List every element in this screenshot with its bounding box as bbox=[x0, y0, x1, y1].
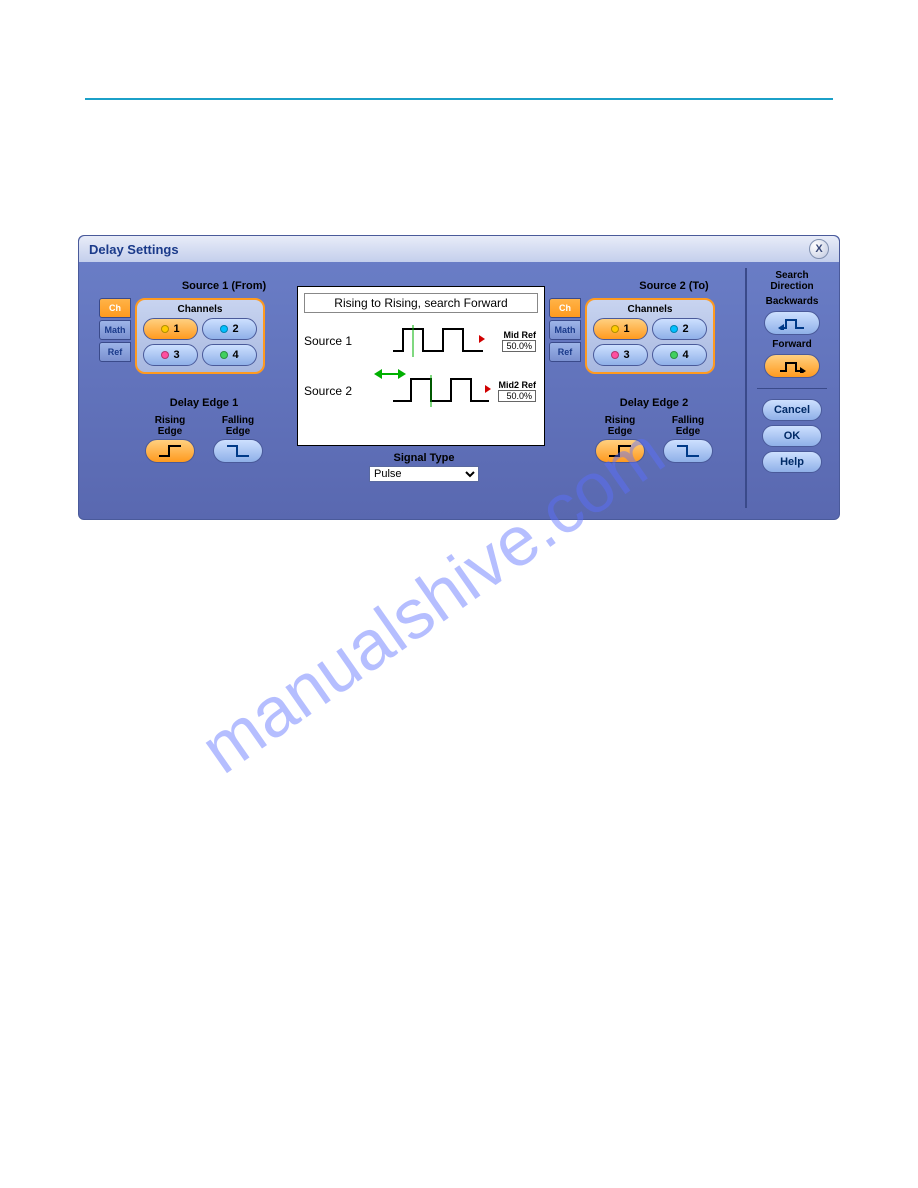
ok-button[interactable]: OK bbox=[762, 425, 822, 447]
channel-dot-icon bbox=[611, 351, 619, 359]
source-2-title: Source 2 (To) bbox=[599, 280, 749, 292]
backwards-label: Backwards bbox=[766, 296, 819, 307]
channel-2-button[interactable]: 2 bbox=[652, 318, 707, 340]
source-2-waveform: Source 2 Mid2 Ref 50.0% bbox=[304, 369, 538, 413]
help-button[interactable]: Help bbox=[762, 451, 822, 473]
rising-edge-button[interactable] bbox=[145, 439, 195, 463]
signal-type-select[interactable]: Pulse bbox=[369, 466, 479, 482]
channels-label: Channels bbox=[143, 304, 257, 315]
source-2-block: Source 2 (To) Ch Math Ref Channels 1 2 3… bbox=[549, 280, 749, 374]
close-icon: X bbox=[815, 243, 822, 255]
cancel-button[interactable]: Cancel bbox=[762, 399, 822, 421]
delay-settings-dialog: Delay Settings X Source 1 (From) Ch Math… bbox=[78, 235, 840, 520]
delay-edge-1-block: Delay Edge 1 Rising Edge Falling Edge bbox=[119, 397, 289, 463]
channel-1-button[interactable]: 1 bbox=[143, 318, 198, 340]
backwards-button[interactable] bbox=[764, 311, 820, 335]
tab-ch[interactable]: Ch bbox=[99, 298, 131, 318]
channel-2-button[interactable]: 2 bbox=[202, 318, 257, 340]
delay-edge-2-title: Delay Edge 2 bbox=[569, 397, 739, 409]
backwards-icon bbox=[776, 316, 808, 330]
channel-dot-icon bbox=[220, 325, 228, 333]
channel-dot-icon bbox=[611, 325, 619, 333]
forward-icon bbox=[776, 359, 808, 373]
channel-4-button[interactable]: 4 bbox=[652, 344, 707, 366]
rising-edge-icon bbox=[607, 444, 633, 458]
tab-ref[interactable]: Ref bbox=[99, 342, 131, 362]
tab-math[interactable]: Math bbox=[99, 320, 131, 340]
rising-edge-button[interactable] bbox=[595, 439, 645, 463]
source-2-channels-panel: Channels 1 2 3 4 bbox=[585, 298, 715, 374]
falling-edge-label: Falling Edge bbox=[222, 415, 254, 437]
source-1-tabs: Ch Math Ref bbox=[99, 298, 131, 374]
source-1-waveform: Source 1 Mid Ref 50.0% bbox=[304, 319, 538, 363]
falling-edge-icon bbox=[225, 444, 251, 458]
delay-edge-2-block: Delay Edge 2 Rising Edge Falling Edge bbox=[569, 397, 739, 463]
signal-type-label: Signal Type bbox=[359, 452, 489, 464]
rising-edge-label: Rising Edge bbox=[605, 415, 636, 437]
channel-3-button[interactable]: 3 bbox=[143, 344, 198, 366]
channel-dot-icon bbox=[161, 325, 169, 333]
forward-label: Forward bbox=[772, 339, 811, 350]
channel-1-button[interactable]: 1 bbox=[593, 318, 648, 340]
source-1-title: Source 1 (From) bbox=[149, 280, 299, 292]
channel-dot-icon bbox=[220, 351, 228, 359]
divider bbox=[757, 388, 827, 389]
falling-edge-icon bbox=[675, 444, 701, 458]
delay-edge-1-title: Delay Edge 1 bbox=[119, 397, 289, 409]
source-2-tabs: Ch Math Ref bbox=[549, 298, 581, 374]
falling-edge-button[interactable] bbox=[213, 439, 263, 463]
dialog-body: Source 1 (From) Ch Math Ref Channels 1 2… bbox=[79, 262, 839, 519]
close-button[interactable]: X bbox=[809, 239, 829, 259]
channel-dot-icon bbox=[670, 325, 678, 333]
tab-ch[interactable]: Ch bbox=[549, 298, 581, 318]
signal-type-block: Signal Type Pulse bbox=[359, 452, 489, 482]
rising-edge-icon bbox=[157, 444, 183, 458]
dialog-title: Delay Settings bbox=[89, 242, 179, 257]
channel-dot-icon bbox=[670, 351, 678, 359]
source-1-block: Source 1 (From) Ch Math Ref Channels 1 2… bbox=[99, 280, 299, 374]
falling-edge-label: Falling Edge bbox=[672, 415, 704, 437]
page-divider bbox=[85, 98, 833, 100]
channel-4-button[interactable]: 4 bbox=[202, 344, 257, 366]
waveform-diagram: Rising to Rising, search Forward Source … bbox=[297, 286, 545, 446]
forward-button[interactable] bbox=[764, 354, 820, 378]
search-direction-label: Search Direction bbox=[770, 270, 813, 292]
tab-math[interactable]: Math bbox=[549, 320, 581, 340]
rising-edge-label: Rising Edge bbox=[155, 415, 186, 437]
channels-label: Channels bbox=[593, 304, 707, 315]
tab-ref[interactable]: Ref bbox=[549, 342, 581, 362]
channel-dot-icon bbox=[161, 351, 169, 359]
falling-edge-button[interactable] bbox=[663, 439, 713, 463]
right-column: Search Direction Backwards Forward Cance… bbox=[753, 270, 831, 473]
titlebar: Delay Settings X bbox=[79, 236, 839, 262]
diagram-caption: Rising to Rising, search Forward bbox=[304, 293, 538, 313]
source-1-channels-panel: Channels 1 2 3 4 bbox=[135, 298, 265, 374]
channel-3-button[interactable]: 3 bbox=[593, 344, 648, 366]
